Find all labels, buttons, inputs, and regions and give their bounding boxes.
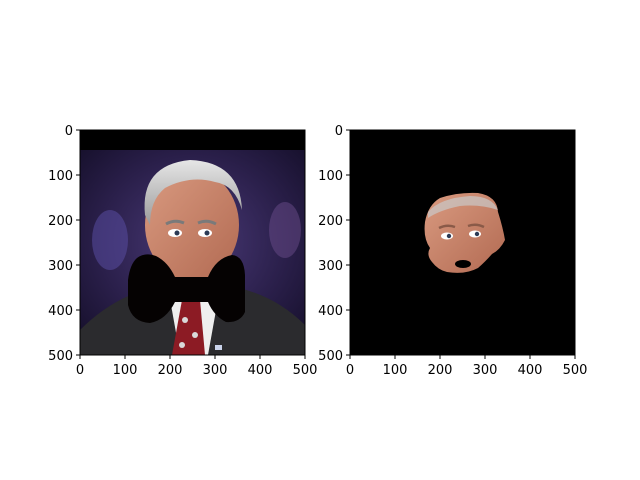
tie bbox=[172, 300, 205, 355]
y-tick-label-right: 300 bbox=[318, 259, 343, 274]
y-tick-label-left: 0 bbox=[65, 124, 73, 139]
image-top-band bbox=[80, 130, 305, 150]
pupil bbox=[174, 230, 180, 236]
y-tick-label-left: 100 bbox=[48, 169, 73, 184]
eyebrow bbox=[197, 219, 217, 226]
x-tick-label-left: 400 bbox=[248, 363, 273, 378]
segmented-face bbox=[424, 192, 505, 273]
mouth-hole bbox=[455, 260, 471, 268]
x-tick-label-right: 300 bbox=[473, 363, 498, 378]
y-tick-label-right: 500 bbox=[318, 349, 343, 364]
x-tick-label-left: 300 bbox=[203, 363, 228, 378]
y-tick-label-left: 400 bbox=[48, 304, 73, 319]
y-tick-label-left: 500 bbox=[48, 349, 73, 364]
x-tick-label-right: 100 bbox=[383, 363, 408, 378]
x-tick-label-left: 100 bbox=[113, 363, 138, 378]
background-light bbox=[269, 202, 301, 258]
eyebrow bbox=[165, 219, 185, 226]
x-tick-label-right: 200 bbox=[428, 363, 453, 378]
image-panel-left bbox=[80, 130, 305, 355]
x-tick-label-right: 0 bbox=[346, 363, 354, 378]
y-tick-label-left: 300 bbox=[48, 259, 73, 274]
y-tick-label-right: 100 bbox=[318, 169, 343, 184]
x-tick-label-left: 200 bbox=[158, 363, 183, 378]
tie-pattern bbox=[179, 342, 185, 348]
y-tick-label-right: 200 bbox=[318, 214, 343, 229]
tie-pattern bbox=[182, 317, 188, 323]
pupil bbox=[474, 231, 480, 237]
y-tick-label-left: 200 bbox=[48, 214, 73, 229]
segmented-hair-edge bbox=[428, 196, 498, 218]
tie-pattern bbox=[192, 332, 198, 338]
x-tick-label-left: 500 bbox=[293, 363, 318, 378]
x-tick-label-right: 500 bbox=[563, 363, 588, 378]
eyebrow bbox=[438, 224, 456, 230]
y-tick-label-right: 0 bbox=[335, 124, 343, 139]
pupil bbox=[204, 230, 210, 236]
background-light bbox=[92, 210, 128, 270]
y-tick-label-right: 400 bbox=[318, 304, 343, 319]
axes-frame-right bbox=[349, 129, 576, 356]
hair bbox=[144, 160, 242, 225]
pupil bbox=[446, 233, 452, 239]
lapel-pin bbox=[215, 345, 222, 350]
axes-frame-left bbox=[79, 129, 306, 356]
image-panel-right bbox=[350, 130, 575, 355]
x-tick-label-left: 0 bbox=[76, 363, 84, 378]
x-tick-label-right: 400 bbox=[518, 363, 543, 378]
face bbox=[145, 170, 239, 280]
bow-tie-occluder bbox=[128, 254, 245, 323]
eyebrow bbox=[467, 223, 485, 229]
